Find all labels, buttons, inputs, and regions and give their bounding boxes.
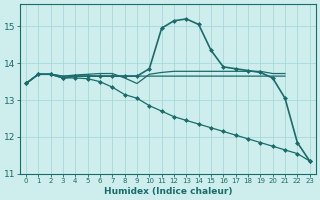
- X-axis label: Humidex (Indice chaleur): Humidex (Indice chaleur): [104, 187, 232, 196]
